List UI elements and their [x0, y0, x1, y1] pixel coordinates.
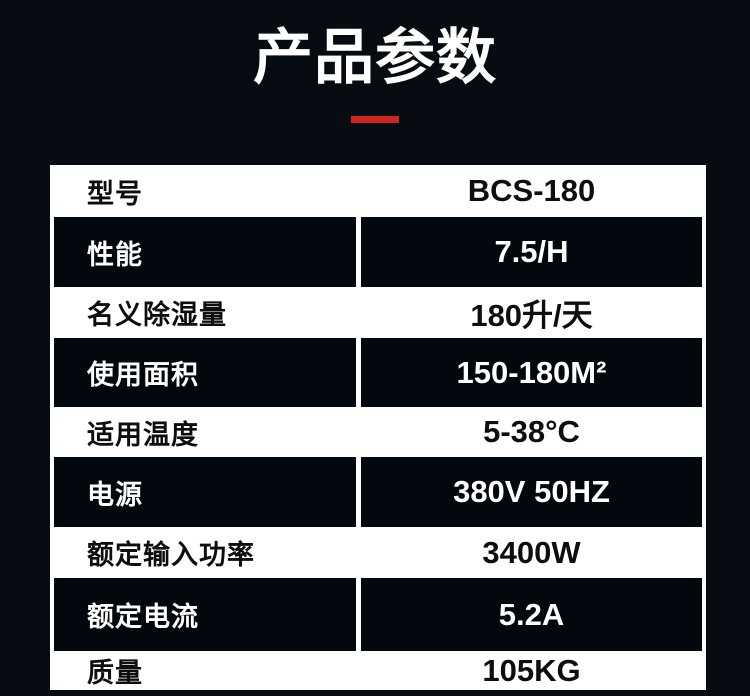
spec-row: 使用面积 150-180M² — [50, 338, 706, 407]
spec-label: 型号 — [54, 165, 361, 217]
spec-label: 性能 — [54, 217, 361, 287]
spec-label: 质量 — [54, 651, 361, 690]
spec-label: 适用温度 — [54, 407, 361, 457]
spec-value: 5-38°C — [483, 414, 580, 449]
spec-row: 适用温度 5-38°C — [50, 407, 706, 457]
title-accent-bar — [351, 116, 399, 123]
spec-row: 额定输入功率 3400W — [50, 527, 706, 578]
spec-value: 380V 50HZ — [453, 474, 610, 509]
spec-row: 电源 380V 50HZ — [50, 457, 706, 527]
spec-value: 150-180M² — [456, 354, 607, 390]
spec-table: 型号 BCS-180 性能 7.5/H 名义除湿量 180升/天 使用面积 15… — [50, 165, 706, 690]
spec-row: 名义除湿量 180升/天 — [50, 287, 706, 338]
spec-value: 3400W — [482, 534, 581, 570]
spec-label: 额定电流 — [54, 578, 361, 651]
page-title: 产品参数 — [253, 24, 497, 91]
spec-label: 名义除湿量 — [54, 287, 361, 338]
spec-label: 额定输入功率 — [54, 527, 361, 578]
spec-label: 电源 — [54, 457, 361, 527]
spec-row: 型号 BCS-180 — [50, 165, 706, 217]
spec-label: 使用面积 — [54, 338, 361, 407]
spec-value: BCS-180 — [467, 173, 596, 208]
spec-row: 性能 7.5/H — [50, 217, 706, 287]
spec-row: 质量 105KG — [50, 651, 706, 690]
spec-value: 105KG — [482, 652, 581, 688]
spec-row: 额定电流 5.2A — [50, 578, 706, 651]
spec-value: 180升/天 — [470, 298, 593, 333]
spec-value: 5.2A — [498, 596, 565, 632]
spec-value: 7.5/H — [494, 234, 569, 269]
